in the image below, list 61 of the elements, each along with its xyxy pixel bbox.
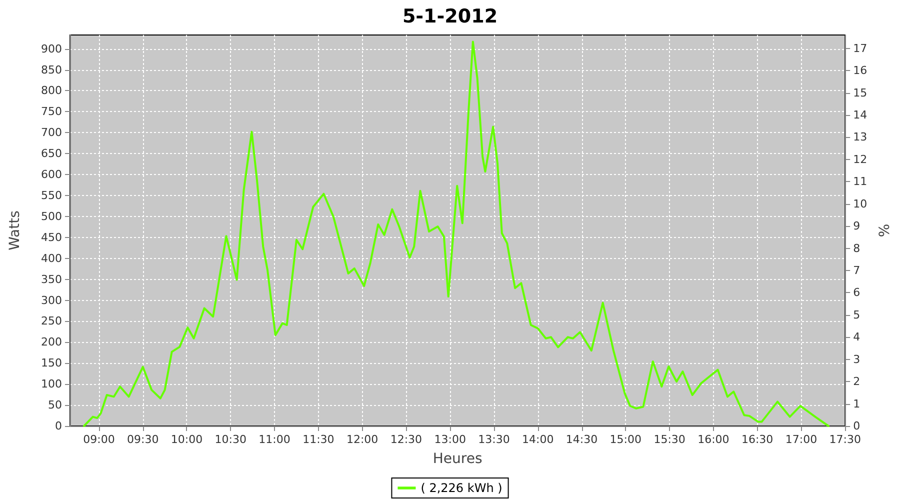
- line-series: [83, 40, 830, 427]
- y-tick-label: 600: [41, 168, 62, 182]
- y2-tick-label: 7: [853, 264, 860, 277]
- y2-tick-label: 3: [853, 352, 860, 366]
- y2-tick-label: 15: [853, 86, 868, 100]
- y-tick-label: 250: [41, 314, 62, 328]
- y-tick-label: 200: [41, 336, 62, 349]
- x-tick-label: 16:00: [698, 433, 730, 446]
- x-tick-label: 10:30: [214, 433, 246, 446]
- y2-tick-label: 5: [853, 308, 860, 322]
- x-tick-label: 12:30: [390, 433, 422, 446]
- y2-tick-label: 12: [853, 152, 868, 166]
- y-tick-label: 550: [41, 189, 62, 202]
- x-tick-label: 13:30: [478, 433, 510, 446]
- x-tick-label: 13:00: [434, 433, 466, 446]
- y2-tick-label: 13: [853, 130, 868, 144]
- legend-label: ( 2,226 kWh ): [420, 481, 502, 495]
- x-tick-label: 14:30: [566, 433, 598, 446]
- y2-tick-label: 9: [853, 220, 860, 233]
- y-tick-label: 0: [55, 420, 62, 432]
- y2-tick-label: 6: [853, 286, 860, 300]
- chart-title: 5-1-2012: [402, 6, 498, 28]
- y-tick-label: 800: [41, 84, 62, 98]
- y2-tick-label: 16: [853, 64, 868, 78]
- y-tick-label: 100: [41, 378, 62, 391]
- x-tick-label: 15:30: [654, 433, 686, 446]
- y2-tick-label: 1: [853, 397, 860, 410]
- y2-axis-title: %: [877, 224, 893, 238]
- x-tick-label: 12:00: [346, 433, 378, 446]
- x-tick-label: 11:00: [258, 433, 290, 446]
- y-tick-label: 150: [41, 356, 62, 370]
- y2-tick-label: 4: [853, 330, 860, 344]
- y-tick-label: 750: [41, 105, 62, 118]
- y2-tick-label: 17: [853, 42, 868, 55]
- y2-tick-label: 8: [853, 242, 860, 255]
- y-tick-label: 850: [41, 63, 62, 76]
- y-tick-label: 300: [41, 294, 62, 307]
- y-tick-label: 350: [41, 272, 62, 286]
- x-tick-label: 15:00: [610, 433, 642, 446]
- y2-tick-label: 2: [853, 375, 860, 388]
- y2-tick-label: 0: [853, 420, 860, 432]
- y-tick-label: 500: [41, 210, 62, 223]
- x-tick-label: 17:00: [785, 433, 818, 446]
- x-tick-label: 16:30: [741, 433, 774, 446]
- x-tick-label: 14:00: [522, 433, 554, 446]
- x-tick-label: 11:30: [302, 433, 334, 446]
- y-tick-label: 650: [41, 147, 62, 160]
- x-tick-label: 09:00: [83, 433, 115, 446]
- y-tick-label: 450: [41, 230, 62, 244]
- y2-tick-label: 14: [853, 108, 868, 122]
- y-tick-label: 700: [41, 126, 62, 140]
- y-tick-label: 400: [41, 252, 62, 265]
- y2-tick-label: 10: [853, 197, 868, 210]
- x-tick-label: 09:30: [127, 433, 159, 446]
- y2-tick-label: 11: [853, 175, 868, 188]
- y-tick-label: 900: [41, 42, 62, 56]
- x-axis-title: Heures: [432, 451, 482, 467]
- y-axis-title: Watts: [7, 210, 23, 250]
- x-tick-label: 10:00: [170, 433, 203, 446]
- x-tick-label: 17:30: [829, 433, 861, 446]
- y-tick-label: 50: [48, 398, 62, 412]
